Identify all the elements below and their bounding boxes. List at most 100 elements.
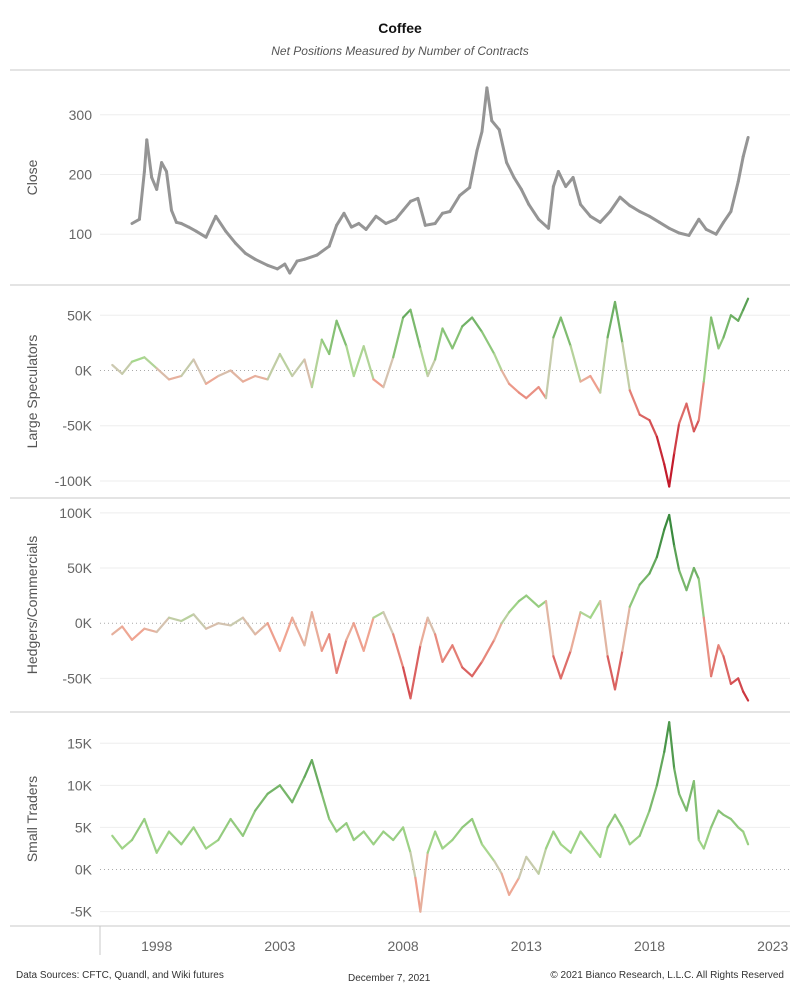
series-segment xyxy=(155,830,171,854)
series-segment xyxy=(217,622,232,627)
series-segment xyxy=(111,834,124,850)
series-segment xyxy=(288,259,299,275)
series-segment xyxy=(180,613,195,623)
series-segment xyxy=(742,690,750,702)
series-segment xyxy=(382,356,395,389)
series-segment xyxy=(655,435,666,466)
series-segment xyxy=(241,809,257,837)
series-segment xyxy=(556,170,568,188)
series-segment xyxy=(448,193,462,213)
y-tick-label: 0K xyxy=(75,615,93,631)
series-segment xyxy=(493,859,503,875)
series-segment xyxy=(229,369,244,383)
series-segment xyxy=(352,830,365,842)
series-segment xyxy=(372,830,385,846)
series-segment xyxy=(559,843,572,854)
series-segment xyxy=(362,345,375,381)
series-segment xyxy=(409,308,422,350)
series-segment xyxy=(320,633,331,652)
panel-y-label: Large Speculators xyxy=(24,335,40,449)
series-segment xyxy=(519,187,531,206)
series-segment xyxy=(278,784,294,804)
series-segment xyxy=(315,244,331,257)
series-segment xyxy=(468,149,479,190)
series-segment xyxy=(310,611,323,652)
series-segment xyxy=(552,830,562,846)
series-segment xyxy=(508,876,521,896)
series-segment xyxy=(673,767,681,795)
series-segment xyxy=(180,826,195,846)
series-segment xyxy=(613,300,624,344)
series-segment xyxy=(434,633,444,663)
series-segment xyxy=(709,809,720,829)
series-segment xyxy=(471,316,484,333)
series-segment xyxy=(266,263,279,271)
series-segment xyxy=(167,830,183,846)
series-segment xyxy=(702,316,713,383)
series-segment xyxy=(130,627,146,641)
series-segment xyxy=(409,851,417,880)
series-segment xyxy=(145,138,154,179)
series-segment xyxy=(714,220,725,236)
series-segment xyxy=(692,779,700,842)
series-segment xyxy=(606,655,617,691)
series-segment xyxy=(663,463,671,488)
series-segment xyxy=(480,330,496,356)
y-tick-label: 10K xyxy=(67,777,93,793)
series-segment xyxy=(229,817,244,837)
series-segment xyxy=(508,382,521,394)
series-segment xyxy=(485,86,494,123)
series-segment xyxy=(599,599,609,658)
y-tick-label: -100K xyxy=(55,473,93,489)
series-segment xyxy=(291,775,306,804)
series-segment xyxy=(224,229,237,245)
series-segment xyxy=(729,314,740,322)
series-segment xyxy=(668,721,676,770)
series-segment xyxy=(402,666,412,700)
series-segment xyxy=(234,241,247,255)
series-segment xyxy=(564,176,575,188)
series-segment xyxy=(291,616,306,647)
series-segment xyxy=(167,374,183,381)
data-sources-note: Data Sources: CFTC, Quandl, and Wiki fut… xyxy=(16,970,224,981)
series-segment xyxy=(544,830,555,850)
series-segment xyxy=(544,599,555,658)
series-segment xyxy=(434,327,444,361)
series-segment xyxy=(384,217,398,225)
series-segment xyxy=(697,577,705,619)
y-tick-label: 300 xyxy=(69,107,93,123)
series-segment xyxy=(559,649,572,680)
panel-1: 50K 0K -50K -100K Large Speculators xyxy=(24,297,790,489)
series-segment xyxy=(155,367,171,381)
panel-y-label: Small Traders xyxy=(24,776,40,862)
series-segment xyxy=(673,544,681,572)
series-segment xyxy=(372,611,385,619)
series-segment xyxy=(414,876,422,913)
series-segment xyxy=(547,185,555,230)
series-segment xyxy=(441,644,454,663)
series-segment xyxy=(663,721,671,753)
series-segment xyxy=(618,195,632,208)
series-segment xyxy=(143,356,158,370)
y-tick-label: -5K xyxy=(70,904,92,920)
series-segment xyxy=(254,374,269,381)
y-tick-label: 50K xyxy=(67,560,93,576)
series-segment xyxy=(214,214,228,233)
series-segment xyxy=(241,616,257,636)
series-segment xyxy=(303,758,313,779)
series-segment xyxy=(508,599,521,614)
series-segment xyxy=(458,186,472,197)
series-segment xyxy=(121,360,134,375)
series-segment xyxy=(517,594,528,603)
series-segment xyxy=(655,528,666,559)
series-segment xyxy=(310,338,323,389)
series-segment xyxy=(668,452,676,488)
series-segment xyxy=(741,136,750,159)
series-segment xyxy=(382,611,395,636)
series-segment xyxy=(579,374,592,383)
series-segment xyxy=(697,217,708,231)
series-segment xyxy=(500,872,511,896)
x-tick-label: 2008 xyxy=(388,938,419,954)
series-segment xyxy=(704,227,718,236)
series-segment xyxy=(589,374,602,394)
